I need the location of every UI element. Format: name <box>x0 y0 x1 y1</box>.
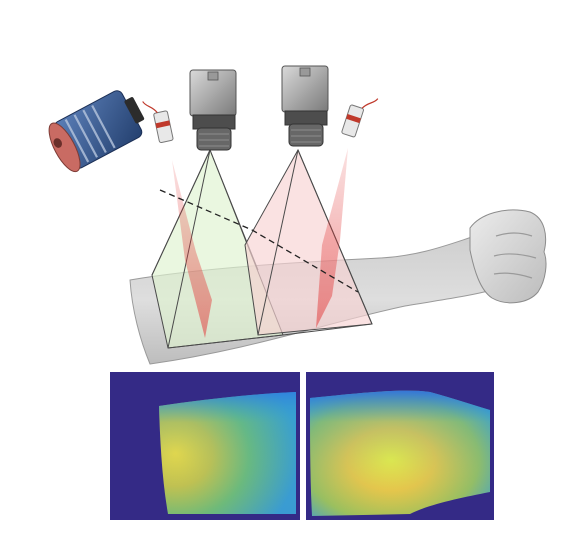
camera-left-icon <box>189 69 237 151</box>
fist <box>469 209 547 304</box>
projector-icon <box>48 90 145 173</box>
right-laser-fan <box>316 148 348 328</box>
depth-maps <box>110 372 494 520</box>
laser-left-icon <box>142 101 174 144</box>
laser-right-icon <box>341 98 379 138</box>
right-camera-depth-map <box>306 372 494 520</box>
scan-region-outline <box>167 323 373 349</box>
camera-right-icon <box>281 65 329 147</box>
fist-knuckles <box>493 232 537 279</box>
projector-pattern-line <box>159 189 359 293</box>
right-camera-field-of-view <box>244 148 373 336</box>
left-camera-depth-map <box>110 372 300 520</box>
left-laser-fan <box>172 160 212 338</box>
